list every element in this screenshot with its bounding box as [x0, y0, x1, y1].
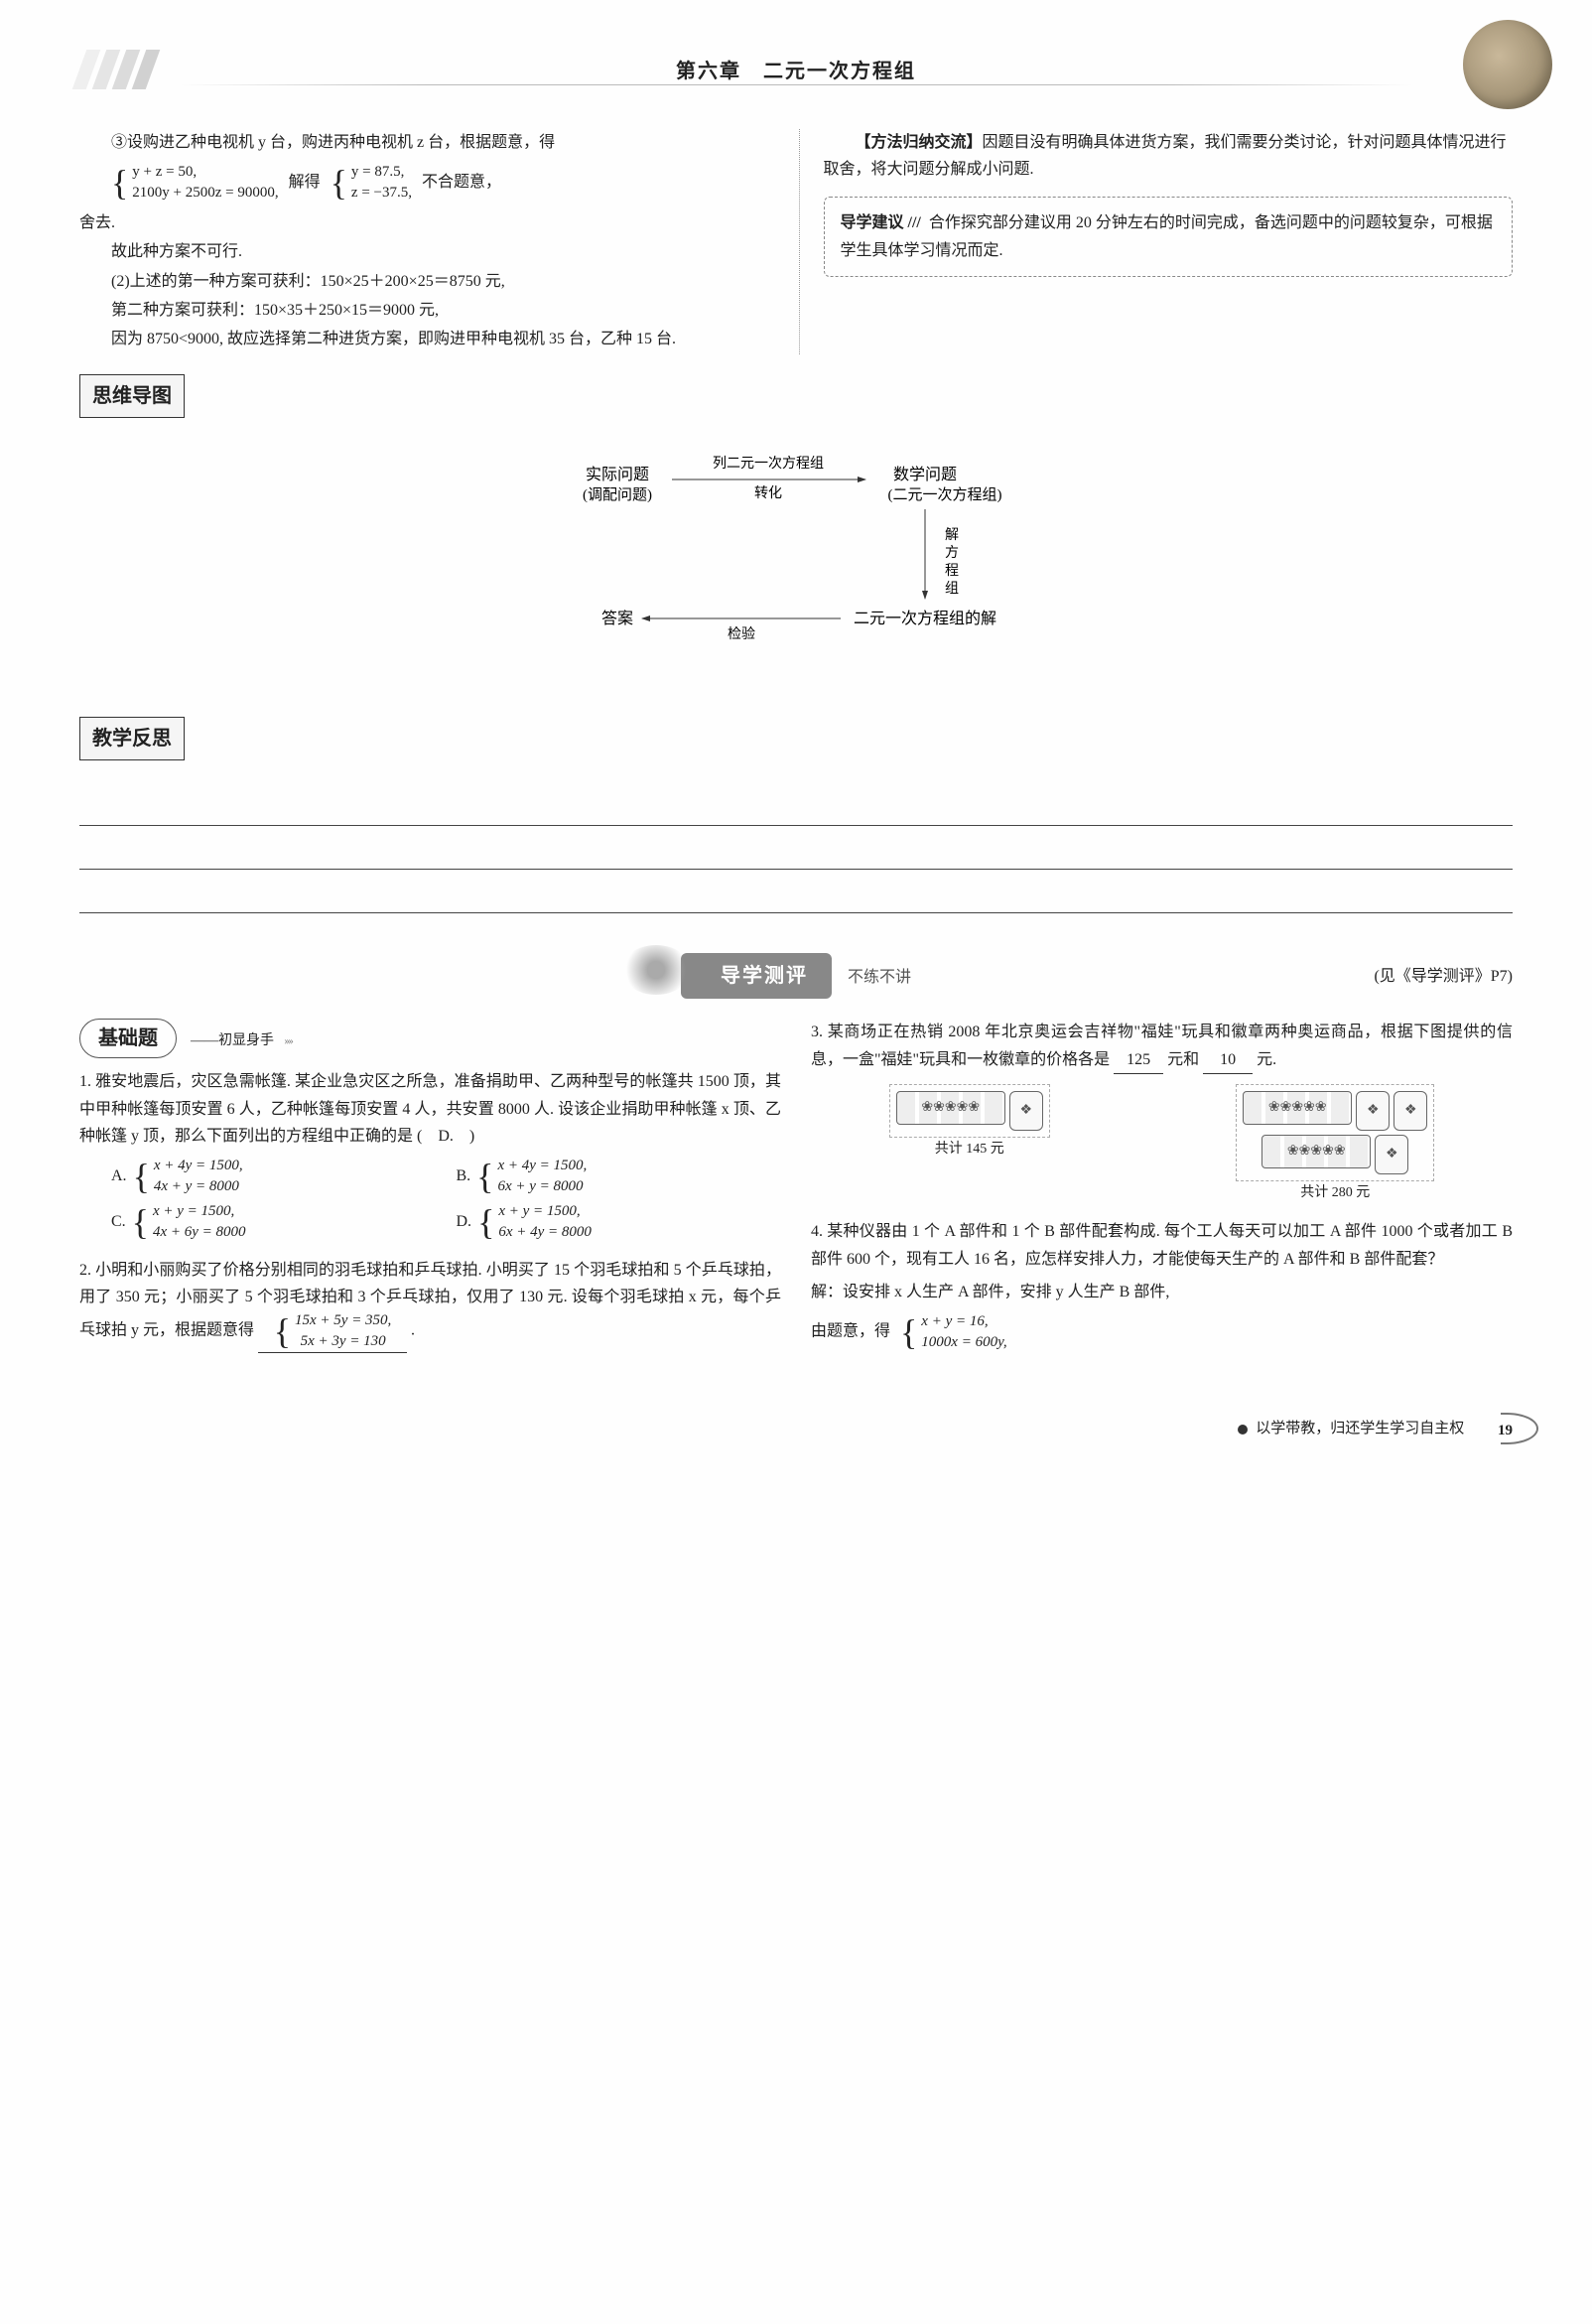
page-number: 19: [1498, 1419, 1513, 1444]
arrow-decor-icon: ››››: [284, 1033, 292, 1047]
problem-2: 2. 小明和小丽购买了价格分别相同的羽毛球拍和乒乓球拍. 小明买了 15 个羽毛…: [79, 1257, 781, 1353]
solve-label-1: 解: [945, 527, 959, 543]
solve-label-3: 程: [945, 563, 959, 579]
reflection-section: 教学反思: [79, 697, 1513, 913]
method-title: 【方法归纳交流】: [856, 134, 983, 151]
node-real: 实际问题: [586, 466, 649, 483]
method-para: 【方法归纳交流】因题目没有明确具体进货方案，我们需要分类讨论，针对问题具体情况进…: [824, 129, 1514, 183]
choice-B: B. { x + 4y = 1500, 6x + y = 8000: [457, 1156, 782, 1197]
problems-right: 3. 某商场正在热销 2008 年北京奥运会吉祥物"福娃"玩具和徽章两种奥运商品…: [811, 1019, 1513, 1367]
mascot-icon: [1463, 20, 1552, 109]
eq1-tail: 不合题意，: [422, 174, 501, 191]
mindmap-section: 思维导图 实际问题 (调配问题) 列二元一次方程组 转化 数学问题 (二元一次方…: [79, 354, 1513, 677]
eq1-rb: z = −37.5,: [351, 183, 412, 204]
assessment-ref: (见《导学测评》P7): [1374, 963, 1513, 990]
node-real-sub: (调配问题): [583, 486, 652, 503]
assessment-ribbon: 导学测评: [681, 953, 832, 999]
problems-area: 基础题 ——初显身手 ›››› 1. 雅安地震后，灾区急需帐篷. 某企业急灾区之…: [79, 1019, 1513, 1367]
q1-text: 1. 雅安地震后，灾区急需帐篷. 某企业急灾区之所急，准备捐助甲、乙两种型号的帐…: [79, 1073, 781, 1144]
guide-suggestion-box: 导学建议 /// 合作探究部分建议用 20 分钟左右的时间完成，备选问题中的问题…: [824, 197, 1514, 276]
node-solution: 二元一次方程组的解: [854, 610, 996, 627]
p-conclusion: 因为 8750<9000, 故应选择第二种进货方案，即购进甲种电视机 35 台，…: [79, 326, 769, 352]
caption-1: 共计 145 元: [889, 1138, 1050, 1162]
eq1a: y + z = 50,: [132, 162, 278, 183]
mindmap-diagram: 实际问题 (调配问题) 列二元一次方程组 转化 数学问题 (二元一次方程组) 解…: [488, 440, 1104, 677]
guide-label: 导学建议 ///: [841, 214, 921, 231]
q3-mid: 元和: [1167, 1051, 1199, 1068]
solve-label-2: 方: [945, 545, 959, 561]
choice-C: C. { x + y = 1500, 4x + 6y = 8000: [111, 1201, 437, 1243]
left-column: ③设购进乙种电视机 y 台，购进丙种电视机 z 台，根据题意，得 { y + z…: [79, 129, 769, 354]
badge-icon: ❖: [1375, 1135, 1408, 1174]
badge-icon: ❖: [1356, 1091, 1390, 1131]
reflection-lines: [79, 782, 1513, 913]
problem-1: 1. 雅安地震后，灾区急需帐篷. 某企业急灾区之所急，准备捐助甲、乙两种型号的帐…: [79, 1068, 781, 1243]
basic-subtitle: ——初显身手: [191, 1033, 274, 1048]
equation-system-1: { y + z = 50, 2100y + 2500z = 90000, 解得 …: [111, 162, 769, 204]
node-math-sub: (二元一次方程组): [888, 486, 1002, 503]
choice-D: D. { x + y = 1500, 6x + 4y = 8000: [457, 1201, 782, 1243]
fuwa-icon: [1261, 1135, 1371, 1168]
solve-label-4: 组: [945, 581, 959, 597]
assessment-banner: 导学测评 不练不讲 (见《导学测评》P7): [79, 953, 1513, 999]
q2-tail: .: [411, 1322, 415, 1339]
problem-3: 3. 某商场正在热销 2008 年北京奥运会吉祥物"福娃"玩具和徽章两种奥运商品…: [811, 1019, 1513, 1204]
header-divider: [179, 84, 1413, 85]
basic-heading: 基础题 ——初显身手 ››››: [79, 1019, 781, 1068]
p-profit2: 第二种方案可获利：150×35＋250×15＝9000 元,: [79, 297, 769, 324]
p-profit1: (2)上述的第一种方案可获利：150×25＋200×25＝8750 元,: [79, 268, 769, 295]
product-figure: ❖ 共计 145 元 ❖❖ ❖ 共计 280 元: [811, 1084, 1513, 1205]
problems-left: 基础题 ——初显身手 ›››› 1. 雅安地震后，灾区急需帐篷. 某企业急灾区之…: [79, 1019, 781, 1367]
check-label: 检验: [728, 626, 755, 642]
badge-icon: ❖: [1393, 1091, 1427, 1131]
p-discard: 舍去.: [79, 209, 769, 236]
basic-title: 基础题: [79, 1019, 177, 1058]
product-set-1: ❖ 共计 145 元: [889, 1084, 1050, 1205]
arrow-top-label: 列二元一次方程组: [713, 456, 824, 472]
reflection-label: 教学反思: [79, 717, 185, 760]
page-header: 第六章 二元一次方程组: [79, 30, 1513, 109]
q3-ans2: 10: [1203, 1046, 1253, 1074]
eq1-ra: y = 87.5,: [351, 162, 412, 183]
fuwa-icon: [896, 1091, 1005, 1125]
bullet-icon: [1238, 1425, 1248, 1435]
problem-4: 4. 某种仪器由 1 个 A 部件和 1 个 B 部件配套构成. 每个工人每天可…: [811, 1218, 1513, 1353]
q4-sol-by: 由题意，得: [811, 1323, 890, 1340]
mindmap-label: 思维导图: [79, 374, 185, 418]
q3-ans1: 125: [1114, 1046, 1163, 1074]
eq1b: 2100y + 2500z = 90000,: [132, 183, 278, 204]
node-math: 数学问题: [893, 466, 957, 483]
q1-choices: A. { x + 4y = 1500, 4x + y = 8000 B. { x…: [111, 1156, 781, 1243]
p-infeasible: 故此种方案不可行.: [79, 238, 769, 265]
page-footer: 以学带教，归还学生学习自主权 19: [79, 1417, 1513, 1443]
footer-motto: 以学带教，归还学生学习自主权: [1238, 1417, 1464, 1442]
q4-text: 4. 某种仪器由 1 个 A 部件和 1 个 B 部件配套构成. 每个工人每天可…: [811, 1223, 1513, 1267]
top-content: ③设购进乙种电视机 y 台，购进丙种电视机 z 台，根据题意，得 { y + z…: [79, 129, 1513, 354]
node-answer: 答案: [601, 610, 633, 627]
solve-label: 解得: [289, 174, 321, 191]
header-stripes: [79, 50, 153, 89]
q3-tail: 元.: [1257, 1051, 1276, 1068]
motto-text: 以学带教，归还学生学习自主权: [1256, 1417, 1464, 1442]
product-set-2: ❖❖ ❖ 共计 280 元: [1236, 1084, 1434, 1205]
right-column: 【方法归纳交流】因题目没有明确具体进货方案，我们需要分类讨论，针对问题具体情况进…: [799, 129, 1514, 354]
p-intro: ③设购进乙种电视机 y 台，购进丙种电视机 z 台，根据题意，得: [79, 129, 769, 156]
chapter-title: 第六章 二元一次方程组: [79, 30, 1513, 88]
badge-icon: ❖: [1009, 1091, 1043, 1131]
q2-text: 2. 小明和小丽购买了价格分别相同的羽毛球拍和乒乓球拍. 小明买了 15 个羽毛…: [79, 1262, 781, 1339]
q4-sol-lead: 解：设安排 x 人生产 A 部件，安排 y 人生产 B 部件,: [811, 1284, 1169, 1300]
assessment-sub: 不练不讲: [848, 964, 911, 991]
fuwa-icon: [1243, 1091, 1352, 1125]
caption-2: 共计 280 元: [1236, 1181, 1434, 1205]
guide-body: 合作探究部分建议用 20 分钟左右的时间完成，备选问题中的问题较复杂，可根据学生…: [841, 214, 1493, 258]
arrow-top-label2: 转化: [754, 485, 782, 501]
choice-A: A. { x + 4y = 1500, 4x + y = 8000: [111, 1156, 437, 1197]
